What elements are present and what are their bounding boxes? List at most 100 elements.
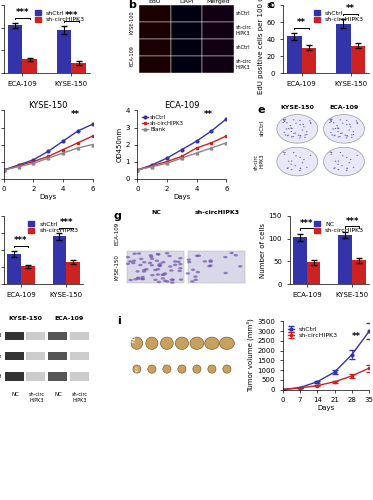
Circle shape: [158, 300, 162, 302]
Circle shape: [165, 280, 169, 282]
Text: **: **: [70, 110, 79, 120]
Circle shape: [135, 292, 140, 294]
Text: sh-circ
HIPK3: sh-circ HIPK3: [131, 364, 140, 377]
Text: EdU: EdU: [149, 0, 161, 4]
Text: sh-circ
HIPK3: sh-circ HIPK3: [236, 25, 252, 36]
Circle shape: [135, 270, 140, 272]
Circle shape: [136, 278, 141, 280]
Circle shape: [169, 296, 173, 299]
Circle shape: [178, 270, 182, 272]
Ellipse shape: [219, 337, 234, 349]
Circle shape: [350, 126, 351, 128]
Circle shape: [303, 159, 305, 160]
sh-circHIPK3: [209, 140, 214, 146]
Circle shape: [207, 290, 212, 292]
Bar: [127, 250, 184, 282]
Circle shape: [146, 286, 150, 289]
Bar: [7, 254, 21, 284]
Circle shape: [238, 265, 242, 268]
Circle shape: [150, 274, 154, 276]
Circle shape: [291, 160, 292, 162]
Circle shape: [170, 282, 175, 284]
Circle shape: [348, 162, 350, 164]
Bar: [48, 352, 67, 360]
Y-axis label: OD450nm: OD450nm: [116, 127, 122, 162]
Ellipse shape: [193, 365, 201, 373]
Legend: shCtrl, sh-circHIPK3: shCtrl, sh-circHIPK3: [286, 324, 340, 340]
Text: NC: NC: [11, 392, 19, 397]
Bar: [4, 352, 23, 360]
Circle shape: [195, 254, 199, 257]
Blank: [194, 150, 199, 156]
Circle shape: [169, 300, 173, 302]
Circle shape: [157, 281, 161, 283]
Circle shape: [176, 260, 181, 263]
Circle shape: [216, 286, 220, 289]
Circle shape: [142, 261, 147, 264]
Bar: [57, 30, 71, 73]
Circle shape: [346, 170, 347, 171]
Ellipse shape: [160, 337, 173, 349]
Circle shape: [304, 134, 306, 136]
Circle shape: [295, 132, 296, 134]
Bar: [71, 63, 86, 73]
Bar: [293, 238, 307, 284]
Circle shape: [195, 315, 200, 318]
Circle shape: [167, 255, 172, 257]
Circle shape: [194, 278, 198, 281]
shCtrl: [209, 128, 214, 134]
Text: ECA-109: ECA-109: [329, 105, 358, 110]
Circle shape: [167, 294, 172, 296]
Circle shape: [340, 133, 342, 134]
Bar: [139, 5, 171, 22]
Text: shCtrl: shCtrl: [259, 120, 264, 136]
Circle shape: [295, 122, 297, 124]
Circle shape: [128, 260, 132, 262]
Circle shape: [148, 262, 152, 264]
Circle shape: [310, 122, 311, 123]
Circle shape: [175, 306, 179, 308]
Text: Vim: Vim: [0, 354, 2, 358]
Circle shape: [291, 131, 292, 132]
Circle shape: [284, 121, 285, 122]
Circle shape: [155, 260, 159, 262]
Circle shape: [129, 306, 134, 308]
Circle shape: [173, 260, 177, 262]
Circle shape: [189, 301, 193, 303]
Ellipse shape: [148, 365, 156, 373]
Text: **: **: [204, 110, 213, 120]
Text: g: g: [113, 210, 121, 220]
Circle shape: [156, 274, 160, 276]
Circle shape: [168, 265, 172, 268]
Circle shape: [169, 270, 173, 272]
Ellipse shape: [178, 365, 186, 373]
sh-circHIPK3: [224, 133, 229, 139]
Circle shape: [167, 315, 171, 318]
Bar: [4, 332, 23, 340]
Circle shape: [127, 305, 132, 308]
Circle shape: [330, 121, 332, 122]
Circle shape: [196, 271, 200, 274]
Circle shape: [209, 260, 213, 262]
Text: KYSE-100: KYSE-100: [129, 10, 134, 34]
Ellipse shape: [131, 337, 142, 349]
Circle shape: [173, 264, 177, 266]
Circle shape: [156, 253, 160, 256]
Text: ***: ***: [300, 218, 314, 228]
Circle shape: [175, 294, 179, 296]
Blank: [135, 167, 140, 173]
Ellipse shape: [323, 114, 364, 143]
Circle shape: [338, 136, 339, 138]
Circle shape: [191, 268, 195, 271]
Circle shape: [178, 257, 183, 260]
Circle shape: [135, 289, 140, 292]
sh-circHIPK3: [135, 167, 140, 173]
Circle shape: [299, 170, 301, 171]
Text: c: c: [267, 0, 274, 10]
Circle shape: [207, 265, 211, 268]
Ellipse shape: [208, 365, 216, 373]
Text: KYSE-150: KYSE-150: [9, 316, 42, 321]
Circle shape: [134, 313, 138, 315]
Circle shape: [156, 290, 161, 292]
Ellipse shape: [175, 337, 188, 349]
